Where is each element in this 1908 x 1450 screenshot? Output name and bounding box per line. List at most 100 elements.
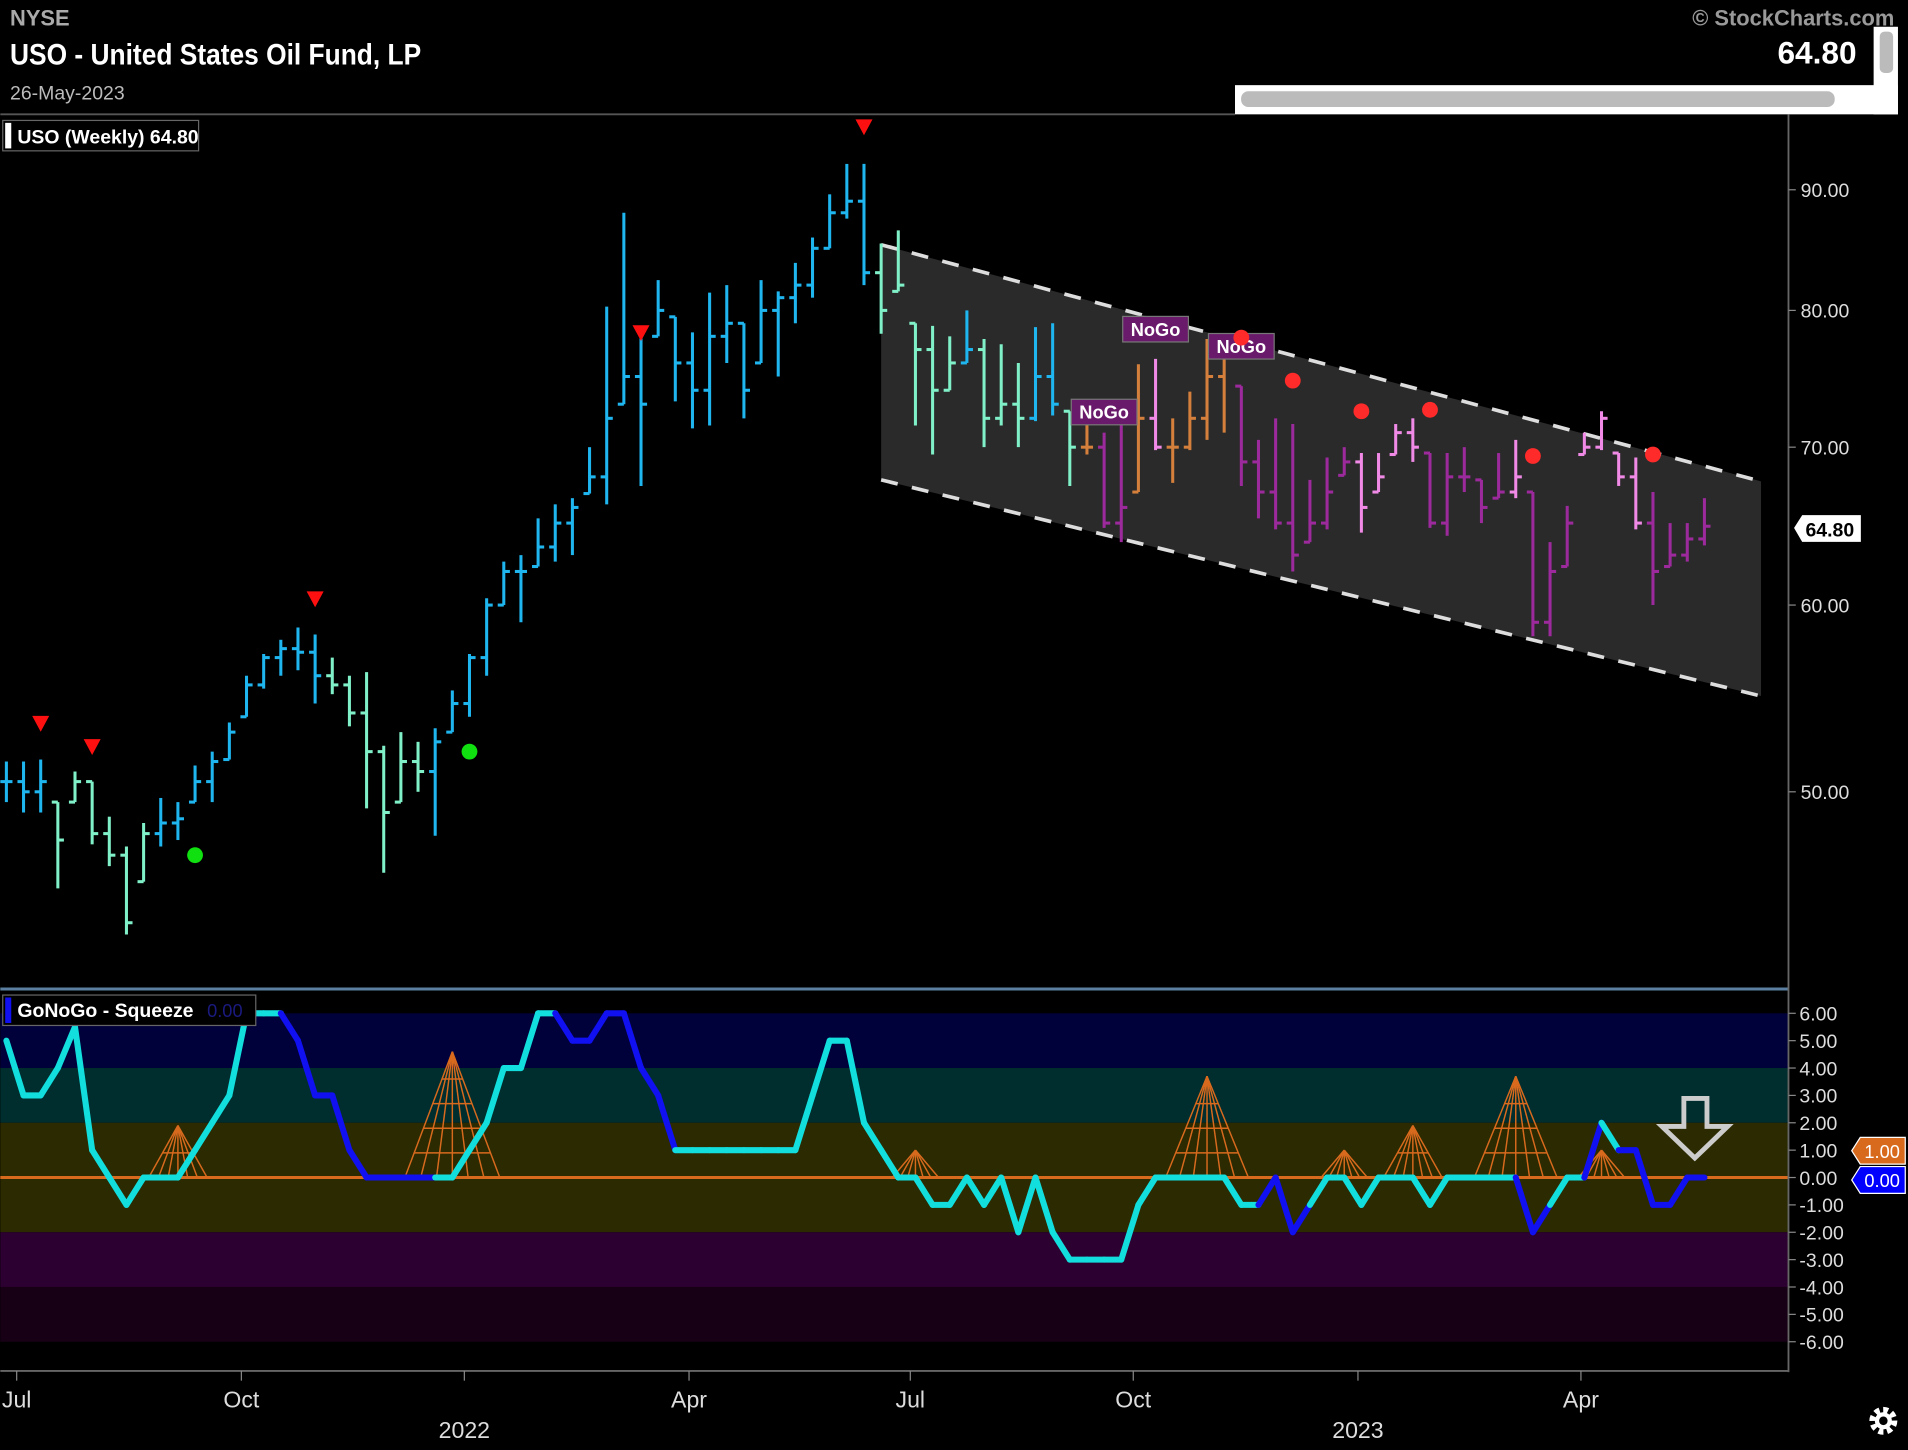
vertical-scroll-thumb[interactable] <box>1879 31 1894 73</box>
squeeze-line <box>1343 1149 1361 1178</box>
squeeze-line <box>177 1125 199 1178</box>
axes: 50.00 60.00 70.00 80.00 90.00 6.00 5.00 4.00 3.0… <box>0 114 1850 1443</box>
price-bar <box>1200 338 1214 440</box>
oscillator-band <box>0 1232 1789 1287</box>
green-dot-icon <box>187 847 203 864</box>
price-bar <box>1355 453 1368 533</box>
price-bar <box>34 759 47 813</box>
oscillator-segment <box>346 1147 370 1181</box>
price-bar <box>1475 478 1488 524</box>
oscillator-segment <box>1426 1174 1451 1208</box>
price-bar <box>772 291 785 377</box>
x-tick-label: Oct <box>223 1386 260 1412</box>
price-bar <box>1595 411 1608 451</box>
osc-tick-label: 3.00 <box>1799 1086 1837 1108</box>
red-dot-icon <box>1645 446 1661 463</box>
down-triangle-icon <box>306 591 324 608</box>
price-bar <box>977 338 991 448</box>
osc-tick-label: -1.00 <box>1799 1195 1844 1217</box>
channel-upper-line <box>880 242 1762 484</box>
squeeze-line <box>1600 1149 1610 1178</box>
oscillator-segment <box>552 1010 576 1044</box>
x-tick-label: Jul <box>896 1386 926 1412</box>
oscillator-segment <box>466 1119 490 1154</box>
oscillator-segment <box>1409 1174 1434 1208</box>
osc-tick-label: 4.00 <box>1799 1058 1837 1080</box>
squeeze-line <box>1412 1125 1433 1178</box>
squeeze-line <box>1402 1125 1414 1178</box>
oscillator-segment <box>1632 1147 1657 1208</box>
oscillator-band <box>0 1286 1789 1342</box>
squeeze-line <box>1335 1149 1345 1178</box>
price-bar <box>532 518 545 569</box>
price-bar <box>326 657 339 695</box>
oscillator-segment <box>1529 1201 1554 1236</box>
price-bar <box>995 344 1008 426</box>
price-bar <box>600 306 613 505</box>
nogo-label-box <box>1070 398 1138 426</box>
oscillator-tag-box <box>1851 1165 1906 1194</box>
osc-tick-label: 5.00 <box>1799 1031 1837 1053</box>
squeeze-line <box>1515 1076 1531 1178</box>
price-bar <box>1458 447 1471 493</box>
price-bar <box>103 816 116 867</box>
price-bar <box>429 728 442 836</box>
price-bar <box>1286 424 1299 572</box>
oscillator-segment <box>517 1010 542 1072</box>
squeeze-line <box>167 1125 179 1178</box>
price-bar <box>1012 362 1025 448</box>
oscillator-segment <box>637 1064 662 1099</box>
price-bar <box>360 672 373 809</box>
price-bar <box>394 732 407 804</box>
down-arrow-icon <box>1655 1096 1734 1162</box>
oscillator-segment <box>106 1174 130 1208</box>
gear-icon[interactable] <box>1869 1406 1898 1435</box>
nogo-label: NoGo <box>1217 336 1267 357</box>
osc-tick-label: -5.00 <box>1799 1305 1844 1327</box>
oscillator-segment <box>946 1174 970 1208</box>
price-bar <box>0 761 13 803</box>
oscillator-segment <box>1049 1229 1073 1263</box>
oscillator-segment <box>1598 1119 1622 1154</box>
price-legend: USO (Weekly) 64.80 <box>17 127 198 149</box>
price-bar <box>51 800 64 889</box>
price-bar <box>257 654 270 689</box>
down-triangle-icon <box>632 325 650 342</box>
price-bar <box>1183 391 1196 451</box>
osc-tick-label: 6.00 <box>1799 1004 1837 1026</box>
oscillator-segment <box>963 1174 988 1208</box>
indicator-legend: GoNoGo - Squeeze <box>17 1000 193 1022</box>
price-bar <box>1578 432 1591 457</box>
squeeze-line <box>1412 1125 1443 1178</box>
squeeze-line <box>1501 1076 1517 1178</box>
price-bar <box>1698 498 1711 546</box>
indicator-legend-box <box>2 994 257 1027</box>
red-dot-icon <box>1284 372 1301 389</box>
horizontal-scroll-thumb[interactable] <box>1241 91 1835 108</box>
squeeze-line <box>1178 1076 1208 1178</box>
squeeze-tag: 1.00 <box>1864 1141 1900 1162</box>
price-tag-box <box>1792 513 1863 544</box>
price-bar <box>17 761 30 813</box>
down-triangle-icon <box>83 739 101 755</box>
price-bar <box>1098 432 1111 528</box>
osc-tick-label: 2.00 <box>1799 1113 1837 1135</box>
trend-channel <box>881 244 1762 697</box>
oscillator-segment <box>329 1092 353 1154</box>
copyright-label: © StockCharts.com <box>1692 6 1894 31</box>
squeeze-line <box>1600 1149 1626 1178</box>
price-bar <box>1561 505 1574 569</box>
price-bar <box>720 285 733 363</box>
oscillator-band <box>0 1068 1789 1123</box>
oscillator-segment <box>1341 1174 1365 1208</box>
price-bar <box>652 280 665 338</box>
down-triangle-icon <box>855 119 873 136</box>
squeeze-line <box>914 1149 932 1178</box>
oscillator-band <box>0 1013 1789 1069</box>
oscillator-segment <box>1032 1174 1056 1236</box>
price-bar <box>1149 358 1162 451</box>
oscillator-segment <box>1272 1174 1296 1236</box>
price-bar <box>617 212 630 406</box>
x-tick-label: Jul <box>2 1386 32 1412</box>
